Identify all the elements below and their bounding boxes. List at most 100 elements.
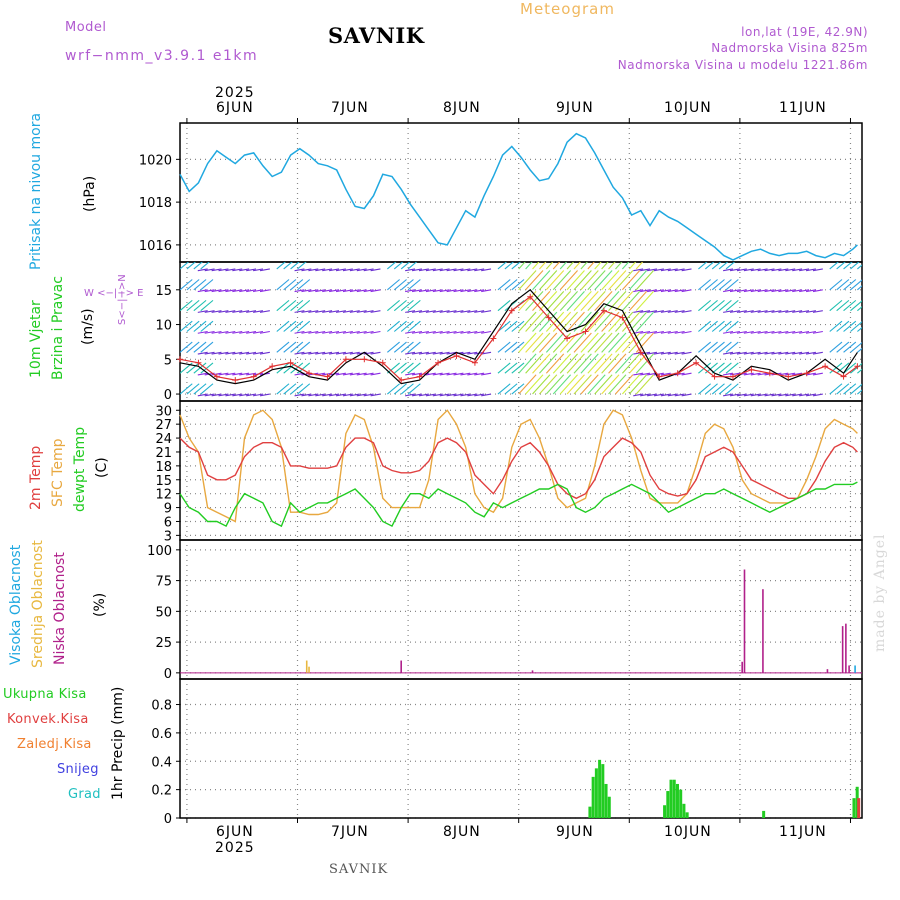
cloud-bar xyxy=(845,623,847,673)
wind-barb xyxy=(446,351,457,355)
wind-barb xyxy=(407,262,418,270)
wind-barb xyxy=(405,393,416,397)
wind-barb xyxy=(301,351,312,355)
compass-we: W <−|−> E xyxy=(84,288,144,299)
wind-barb xyxy=(621,290,641,312)
wind-barb xyxy=(545,262,554,270)
wind-barb xyxy=(446,330,457,334)
wind-barb xyxy=(559,353,578,374)
y-tick-label: 0 xyxy=(164,812,172,827)
wind-barb xyxy=(356,330,367,334)
wind-barb xyxy=(225,310,236,313)
wind-barb xyxy=(615,262,623,270)
wind-barb xyxy=(211,393,222,397)
wind-barb xyxy=(660,393,671,397)
wind-barb xyxy=(246,351,257,355)
wind-barb xyxy=(792,393,803,397)
precip-bar xyxy=(685,812,689,818)
precip-bar xyxy=(682,803,686,818)
wind-barb xyxy=(497,299,511,312)
precip-bar xyxy=(607,796,611,818)
y-tick-label: 9 xyxy=(164,502,172,517)
lonlat-label: lon,lat (19E, 42.9N) xyxy=(741,25,868,39)
wind-barb xyxy=(843,383,857,395)
wind-barb xyxy=(225,268,236,272)
wind-barb xyxy=(729,351,740,355)
wind-barb xyxy=(186,279,200,291)
y-tick-label: 15 xyxy=(155,284,172,299)
wind-barb xyxy=(718,299,732,312)
wind-barb xyxy=(764,310,775,313)
wind-barb xyxy=(301,268,312,272)
wind-barb xyxy=(743,330,754,334)
wind-barb xyxy=(635,311,655,332)
wind-barb xyxy=(497,362,511,374)
wind-barb xyxy=(239,268,250,272)
wind-barb xyxy=(232,289,243,293)
wind-barb xyxy=(843,320,857,332)
wind-barb xyxy=(608,374,627,395)
precip-bar xyxy=(672,779,676,818)
wind-barb xyxy=(411,330,423,334)
wind-barb xyxy=(276,299,290,312)
wind-barb xyxy=(621,374,641,395)
y-tick-label: 15 xyxy=(155,474,172,489)
wind-barb xyxy=(635,290,655,312)
wind-barb xyxy=(180,320,193,332)
cloud-bar xyxy=(531,670,534,673)
wind-barb xyxy=(653,351,664,355)
wind-barb xyxy=(628,262,637,270)
wind-barb xyxy=(587,374,606,395)
precip-bar xyxy=(591,776,595,818)
wind-barb xyxy=(750,351,761,355)
wind-barb xyxy=(812,351,823,355)
wind-barb xyxy=(363,330,374,334)
wind-barb xyxy=(239,330,250,334)
wind-barb xyxy=(792,289,803,293)
wind-barb xyxy=(545,290,565,312)
wind-barb xyxy=(283,341,297,353)
wind-barb xyxy=(836,262,846,270)
wind-barb xyxy=(812,310,823,313)
wind-barb xyxy=(246,330,257,334)
wind-barb xyxy=(425,393,436,397)
wind-barb xyxy=(736,351,747,355)
wind-barb xyxy=(736,393,747,397)
wind-barb xyxy=(511,320,525,332)
wind-barb xyxy=(294,268,305,272)
wind-barb xyxy=(857,326,862,332)
wind-barb xyxy=(276,320,290,332)
y-tick-label: 5 xyxy=(164,353,172,368)
wind-barb xyxy=(573,262,581,270)
y-tick-label: 0.6 xyxy=(151,727,172,742)
wind-barb xyxy=(601,270,620,291)
wind-barb xyxy=(711,279,725,291)
wind-barb xyxy=(253,268,264,272)
wind-barb xyxy=(239,372,250,376)
wind-barb xyxy=(628,290,648,312)
wind-barb xyxy=(511,279,525,291)
wind-barb xyxy=(704,299,718,312)
wind-barb xyxy=(704,341,718,353)
wind-barb xyxy=(539,270,558,291)
wind-barb xyxy=(792,372,803,376)
wind-barb xyxy=(674,289,685,293)
wind-barb xyxy=(335,330,346,334)
model-name: wrf−nmm_v3.9.1 e1km xyxy=(65,48,259,64)
wind-barb xyxy=(559,332,578,353)
wind-barb xyxy=(342,289,353,293)
wind-barb xyxy=(653,289,664,293)
wind-barb xyxy=(573,270,592,291)
sfc-temp-line xyxy=(179,409,858,523)
wind-barb xyxy=(580,270,599,291)
wind-barb xyxy=(301,330,312,334)
wind-barb xyxy=(778,351,789,355)
precip-bar xyxy=(666,791,670,818)
wind-barb xyxy=(566,270,585,291)
wind-barb xyxy=(393,279,407,291)
wind-barb xyxy=(276,341,290,353)
cloud-bar xyxy=(848,665,850,673)
panel-frame xyxy=(179,122,863,263)
wind-barb xyxy=(467,330,478,334)
wind-barb xyxy=(411,289,423,293)
